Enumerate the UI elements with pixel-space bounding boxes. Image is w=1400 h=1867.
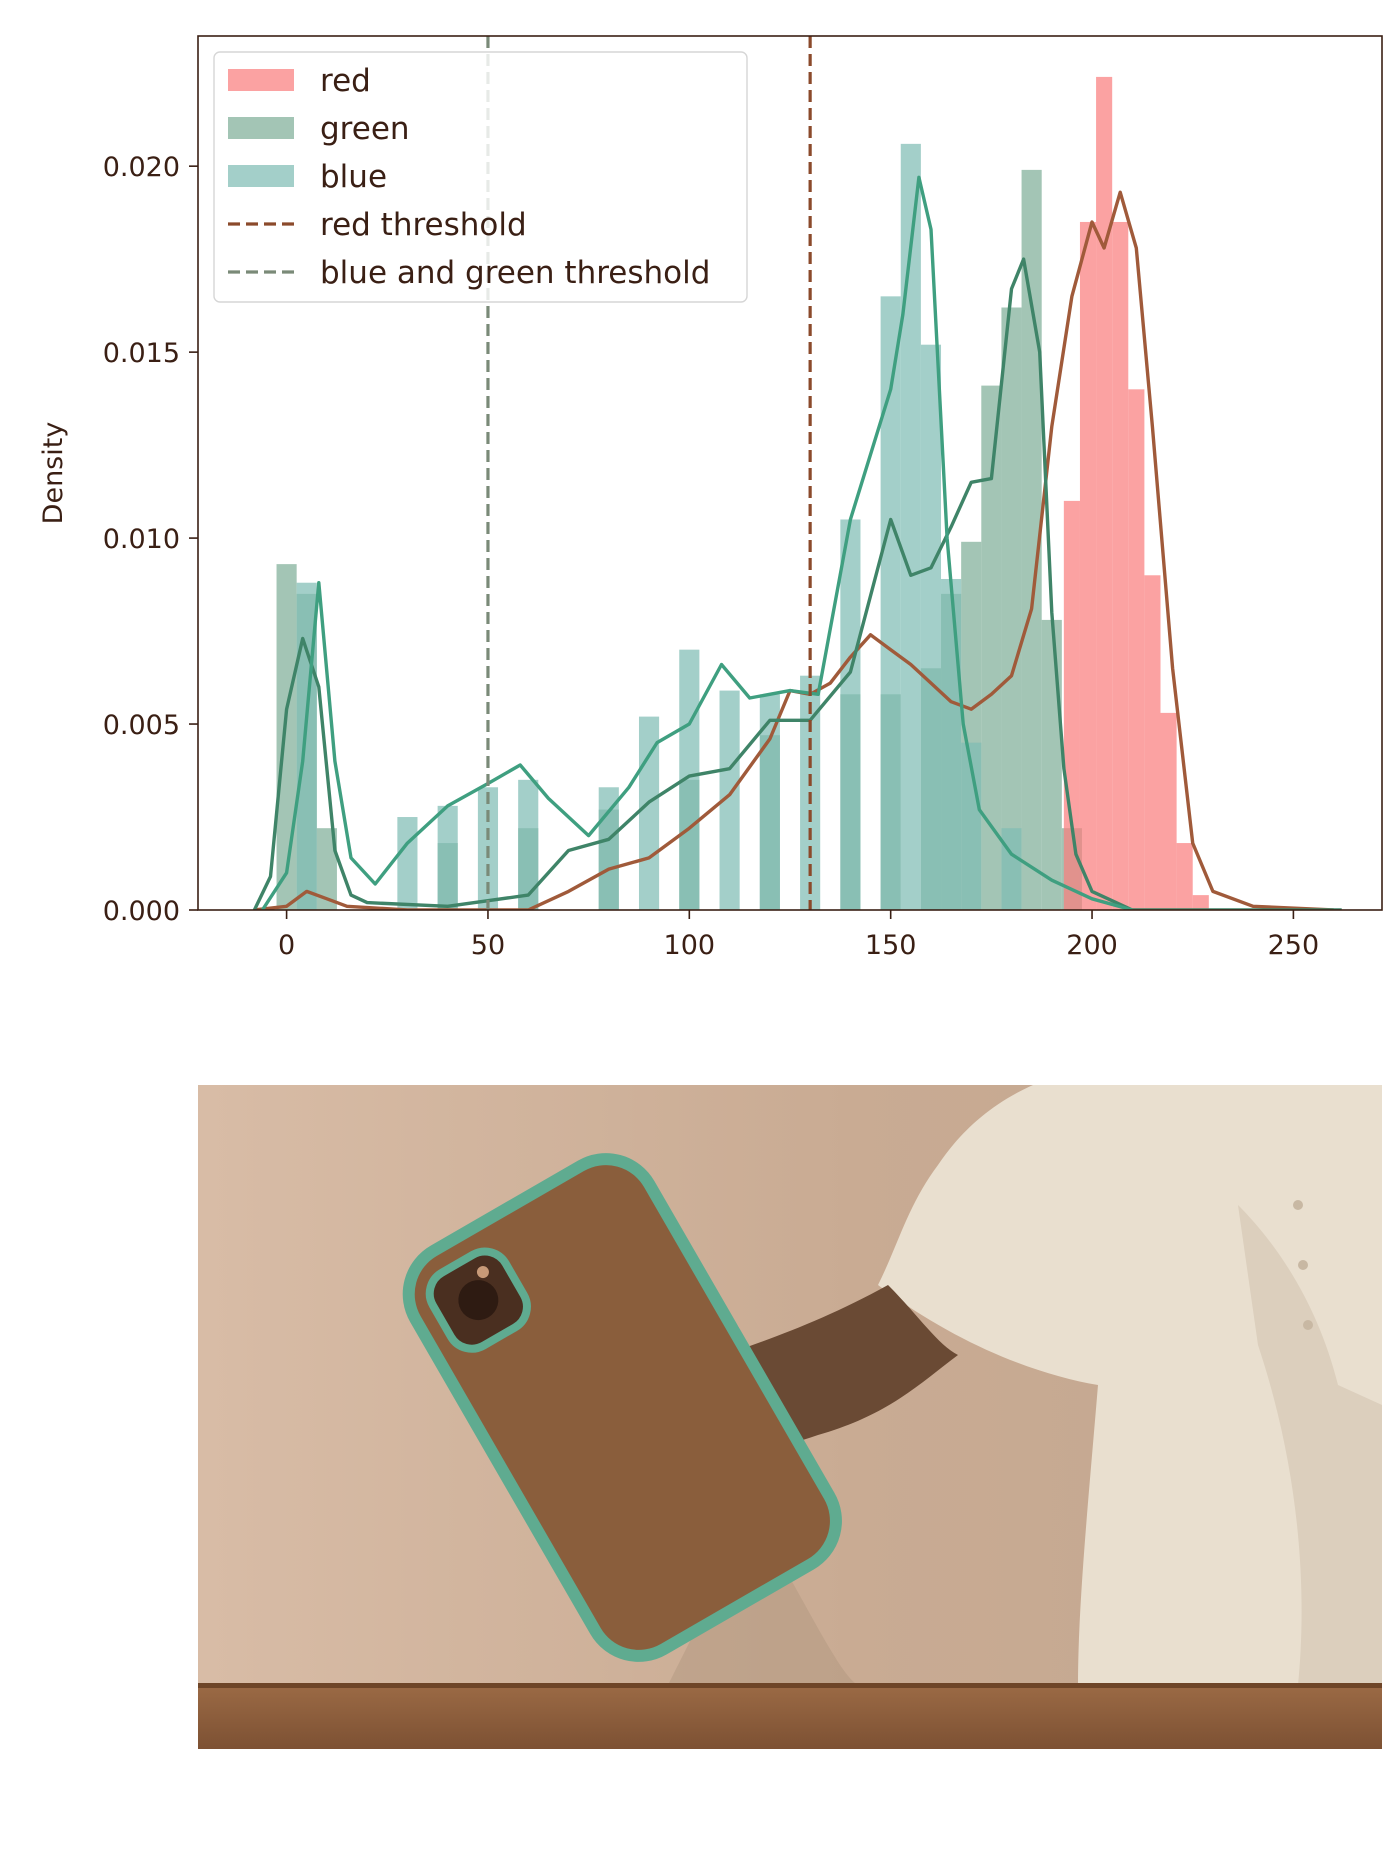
bar-blue [920,344,942,910]
y-axis-ticks: 0.000 0.005 0.010 0.015 0.020 [103,152,198,927]
shirt-button [1303,1320,1313,1330]
x-tick-label: 250 [1268,930,1320,961]
shirt-shade [1238,1205,1382,1685]
y-tick-label: 0.015 [103,338,180,369]
x-tick-label: 150 [865,930,917,961]
bar-green [276,564,297,910]
bar-green [981,385,1002,910]
bar-blue [518,779,539,910]
bar-blue [719,690,740,910]
bar-blue [437,805,458,910]
bar-red [1112,221,1129,910]
bar-red [1144,575,1161,910]
legend-swatch-blue [228,165,294,187]
bar-red [1079,221,1097,910]
x-tick-label: 200 [1066,930,1118,961]
y-tick-label: 0.005 [103,710,180,741]
y-tick-label: 0.000 [103,896,180,927]
shadow [668,1525,858,1685]
kde-line-red [254,190,1334,910]
y-axis-label: Density [38,422,69,525]
bar-red [1063,500,1080,910]
camera-flash [476,1266,489,1279]
legend-swatch-red [228,69,294,91]
bar-red [1128,389,1145,910]
bar-red [1096,76,1113,910]
legend-label: green [320,111,410,147]
bar-red [1176,843,1193,910]
bar-blue [840,519,861,910]
camera-lens [458,1280,499,1321]
bar-blue [598,787,619,910]
bar-red [1192,895,1209,910]
shirt-button [1293,1200,1303,1210]
phone [402,1153,842,1662]
bar-green [1001,307,1022,910]
kde-line-blue [260,175,1133,910]
y-tick-label: 0.010 [103,524,180,555]
bar-blue [880,296,901,910]
table-edge [198,1683,1382,1688]
x-tick-label: 100 [664,930,716,961]
legend: red green blue red threshold blue and green … [213,51,748,303]
x-tick-label: 50 [471,930,505,961]
bar-green [316,828,337,910]
bar-blue [397,817,418,910]
photo-panel [198,1085,1382,1749]
bar-blue [1001,828,1022,910]
histogram-bars [276,76,1209,910]
legend-swatch-green [228,117,294,139]
bar-green [1041,619,1062,910]
shirt-button [1298,1260,1308,1270]
bar-blue [941,578,962,910]
x-tick-label: 0 [278,930,295,961]
legend-box [213,51,748,303]
y-tick-label: 0.020 [103,152,180,183]
legend-label: red threshold [320,207,527,243]
legend-label: red [320,63,371,99]
plot-frame [197,35,1383,911]
table [198,1685,1382,1749]
legend-label: blue [320,159,387,195]
bar-green [1021,169,1042,910]
phone-photo [198,1085,1382,1749]
legend-label: blue and green threshold [320,255,710,291]
x-axis-ticks: 0 50 100 150 200 250 [278,910,1319,961]
bar-blue [900,143,921,910]
bar-red [1160,712,1177,910]
